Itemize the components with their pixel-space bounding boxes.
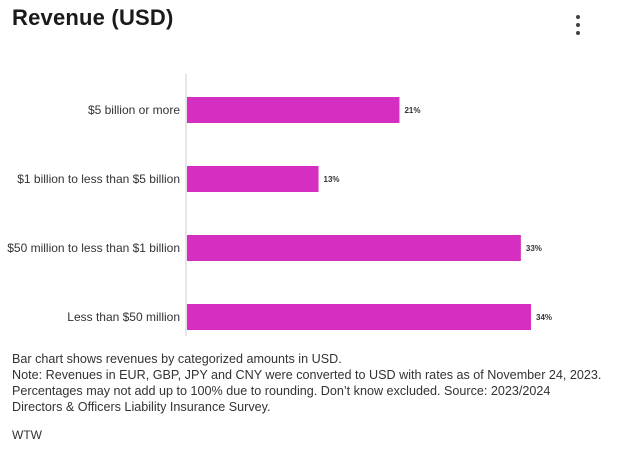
chart-title: Revenue (USD)	[12, 5, 174, 30]
category-label: Less than $50 million	[67, 310, 180, 324]
value-label: 34%	[536, 313, 552, 322]
value-label: 13%	[324, 175, 340, 184]
description-text: Bar chart shows revenues by categorized …	[12, 352, 342, 366]
note-text: Note: Revenues in EUR, GBP, JPY and CNY …	[12, 368, 602, 414]
source-label: WTW	[12, 428, 42, 442]
bar-chart: $5 billion or more 21% $1 billion to less …	[7, 74, 552, 336]
value-label: 33%	[526, 244, 542, 253]
category-label: $1 billion to less than $5 billion	[17, 172, 180, 186]
bar	[187, 304, 531, 330]
category-label: $50 million to less than $1 billion	[7, 241, 180, 255]
category-label: $5 billion or more	[88, 103, 180, 117]
chart-description: Bar chart shows revenues by categorized …	[12, 351, 602, 415]
value-label: 21%	[404, 106, 420, 115]
bar	[187, 166, 319, 192]
bar	[187, 235, 521, 261]
bar	[187, 97, 400, 123]
more-options-button[interactable]	[568, 12, 588, 38]
